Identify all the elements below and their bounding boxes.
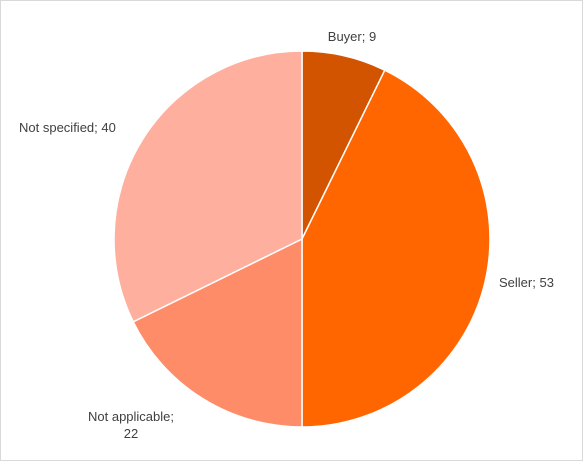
data-label-seller: Seller; 53: [499, 275, 554, 290]
pie-slices: [113, 50, 491, 428]
data-label-line: Not specified; 40: [19, 120, 116, 135]
pie-slice-seller: [301, 69, 491, 428]
data-label-not-applicable: Not applicable; 22: [88, 409, 174, 441]
data-label-line: Buyer; 9: [328, 29, 376, 44]
pie-slice-not-applicable: [132, 237, 303, 428]
data-label-not-specified: Not specified; 40: [19, 120, 116, 135]
pie-slice-not-specified: [113, 50, 303, 323]
data-label-line: 22: [124, 426, 138, 441]
data-label-buyer: Buyer; 9: [328, 29, 376, 44]
data-label-line: Seller; 53: [499, 275, 554, 290]
data-labels: Buyer; 9 Seller; 53 Not applicable; 22 Not s…: [19, 29, 554, 441]
data-label-line: Not applicable;: [88, 409, 174, 424]
